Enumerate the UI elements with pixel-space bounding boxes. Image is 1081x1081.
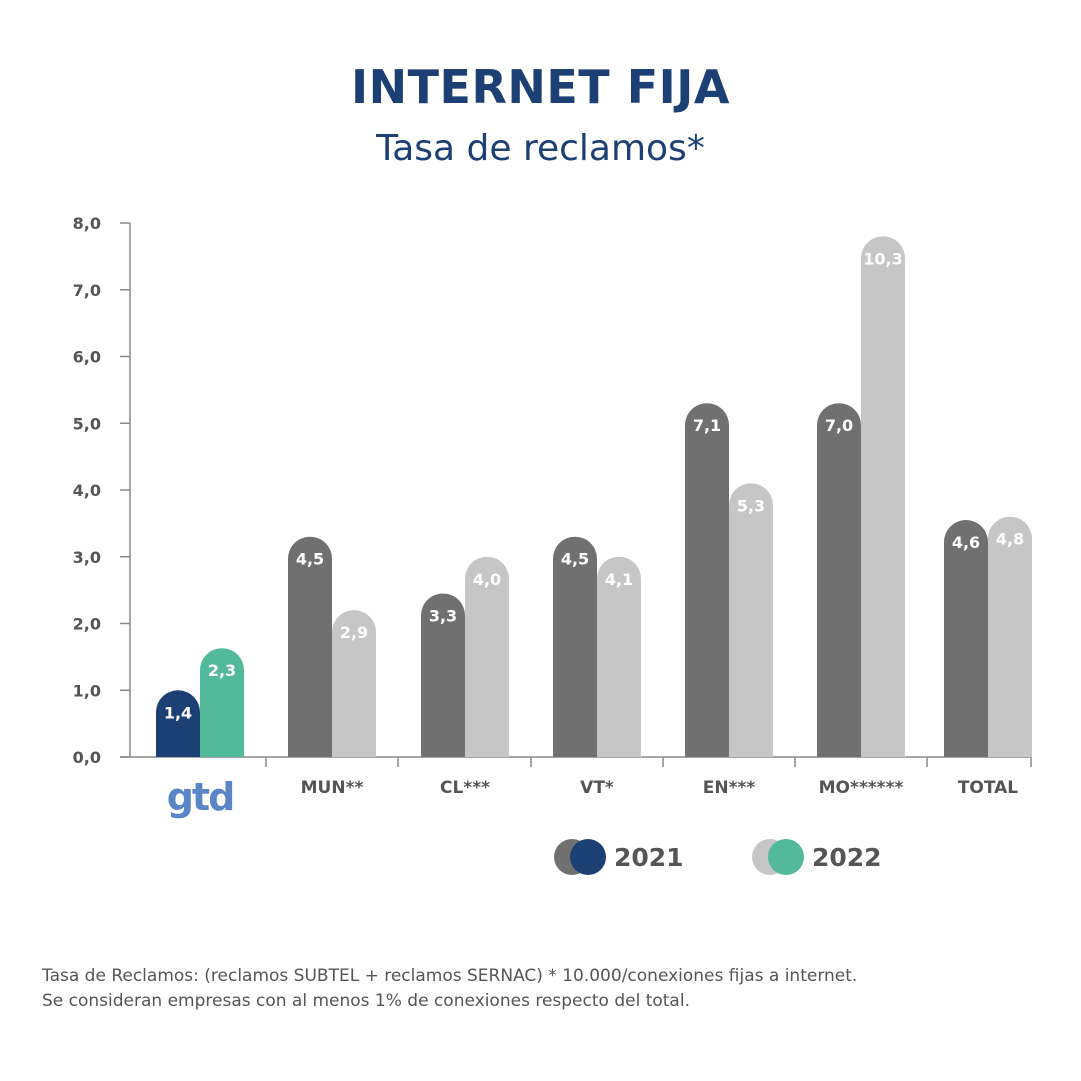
chart-title: INTERNET FIJA xyxy=(351,60,730,114)
y-tick-label: 5,0 xyxy=(73,414,101,433)
bar-2021 xyxy=(421,593,465,757)
bar-value-label: 4,0 xyxy=(473,570,501,589)
x-tick-label: MUN** xyxy=(301,778,364,798)
footnote-line-1: Tasa de Reclamos: (reclamos SUBTEL + rec… xyxy=(42,966,858,986)
legend-swatch-2022-highlight xyxy=(768,839,804,875)
x-tick-label: TOTAL xyxy=(958,778,1018,798)
gtd-logo: gtd xyxy=(167,775,234,819)
bar-2022 xyxy=(332,610,376,757)
x-tick-label: EN*** xyxy=(703,778,756,798)
bar-2022 xyxy=(465,556,509,757)
x-tick-label: MO****** xyxy=(819,778,904,798)
bar-value-label: 5,3 xyxy=(737,496,765,515)
bar-2021 xyxy=(288,536,332,757)
bar-2021 xyxy=(685,403,729,757)
y-tick-label: 7,0 xyxy=(73,281,101,300)
bar-chart: 0,0 1,0 2,0 3,0 4,0 5,0 6,0 7,0 8,0 1,4 2,3 4,5 2,9 3… xyxy=(73,214,1032,875)
bar-value-label: 1,4 xyxy=(164,703,192,722)
legend-label: 2021 xyxy=(614,843,684,872)
bar-value-label: 3,3 xyxy=(429,606,457,625)
legend-swatch-2021-highlight xyxy=(570,839,606,875)
bar-value-label: 4,5 xyxy=(296,550,324,569)
y-tick-label: 3,0 xyxy=(73,548,101,567)
x-tick-label: CL*** xyxy=(440,778,490,798)
bar-value-label: 10,3 xyxy=(863,249,902,268)
y-tick-label: 4,0 xyxy=(73,481,101,500)
chart-subtitle: Tasa de reclamos* xyxy=(376,128,705,169)
legend-label: 2022 xyxy=(812,843,882,872)
bar-value-label: 2,3 xyxy=(208,661,236,680)
y-tick-label: 0,0 xyxy=(73,748,101,767)
y-tick-label: 1,0 xyxy=(73,681,101,700)
footnote-line-2: Se consideran empresas con al menos 1% d… xyxy=(42,991,690,1011)
bar-value-label: 7,1 xyxy=(693,416,721,435)
x-tick-label: VT* xyxy=(580,778,614,798)
bar-2022 xyxy=(597,556,641,757)
y-tick-label: 2,0 xyxy=(73,615,101,634)
bar-2021 xyxy=(553,536,597,757)
bar-2022 xyxy=(200,648,244,757)
bar-value-label: 4,1 xyxy=(605,570,633,589)
bar-2021 xyxy=(944,520,988,757)
bar-2021 xyxy=(817,403,861,757)
bar-value-label: 4,6 xyxy=(952,533,980,552)
footnote: Tasa de Reclamos: (reclamos SUBTEL + rec… xyxy=(42,964,857,1014)
y-tick-label: 8,0 xyxy=(73,214,101,233)
bar-value-label: 4,5 xyxy=(561,550,589,569)
bar-2021 xyxy=(156,690,200,757)
bar-2022 xyxy=(988,516,1032,757)
bar-2022 xyxy=(729,483,773,757)
bar-2022 xyxy=(861,236,905,758)
bar-value-label: 2,9 xyxy=(340,623,368,642)
y-tick-label: 6,0 xyxy=(73,348,101,367)
bar-value-label: 7,0 xyxy=(825,416,853,435)
bar-value-label: 4,8 xyxy=(996,530,1024,549)
